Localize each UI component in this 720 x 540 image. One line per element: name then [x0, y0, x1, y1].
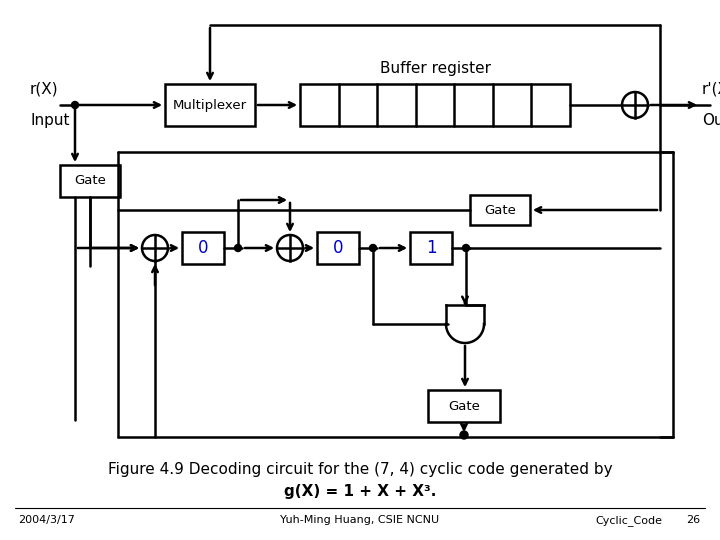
- Bar: [165, 84, 255, 126]
- Bar: [470, 195, 530, 225]
- Text: Figure 4.9 Decoding circuit for the (7, 4) cyclic code generated by: Figure 4.9 Decoding circuit for the (7, …: [108, 462, 612, 477]
- Text: 26: 26: [686, 515, 700, 525]
- Text: Gate: Gate: [74, 174, 106, 187]
- Circle shape: [460, 431, 468, 439]
- Text: Input: Input: [30, 113, 70, 128]
- Text: Gate: Gate: [448, 400, 480, 413]
- Circle shape: [277, 235, 303, 261]
- Text: r(X): r(X): [30, 82, 58, 97]
- Bar: [317, 232, 359, 264]
- Circle shape: [622, 92, 648, 118]
- Bar: [428, 390, 500, 422]
- Text: 0: 0: [333, 239, 343, 257]
- Circle shape: [235, 245, 241, 252]
- Text: g(X) = 1 + X + X³.: g(X) = 1 + X + X³.: [284, 484, 436, 499]
- Text: Buffer register: Buffer register: [379, 61, 490, 76]
- Circle shape: [71, 102, 78, 109]
- Text: 1: 1: [426, 239, 436, 257]
- Text: Output: Output: [702, 113, 720, 128]
- Circle shape: [369, 245, 377, 252]
- Text: 0: 0: [198, 239, 208, 257]
- Bar: [410, 232, 452, 264]
- Bar: [182, 232, 224, 264]
- Circle shape: [142, 235, 168, 261]
- Text: r'(X): r'(X): [702, 82, 720, 97]
- Bar: [300, 84, 570, 126]
- Circle shape: [462, 245, 469, 252]
- Text: Multiplexer: Multiplexer: [173, 98, 247, 111]
- Text: Gate: Gate: [484, 204, 516, 217]
- Text: Yuh-Ming Huang, CSIE NCNU: Yuh-Ming Huang, CSIE NCNU: [280, 515, 440, 525]
- Text: 2004/3/17: 2004/3/17: [18, 515, 75, 525]
- Bar: [60, 165, 120, 197]
- Text: Cyclic_Code: Cyclic_Code: [595, 515, 662, 526]
